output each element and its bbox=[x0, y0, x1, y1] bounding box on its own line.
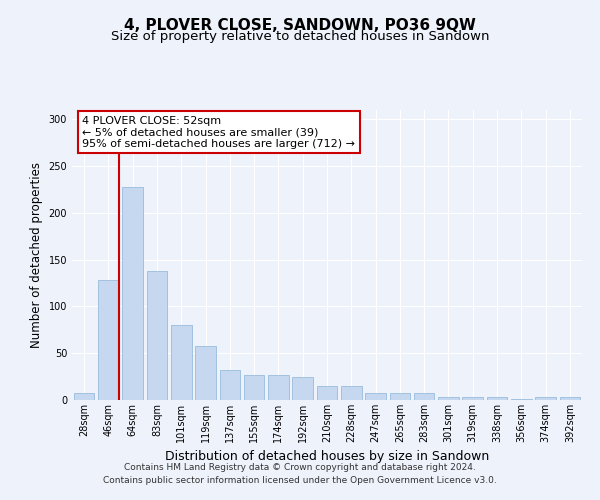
Bar bbox=[268, 374, 289, 400]
Bar bbox=[535, 397, 556, 400]
Text: Contains public sector information licensed under the Open Government Licence v3: Contains public sector information licen… bbox=[103, 476, 497, 485]
Bar bbox=[438, 397, 459, 400]
Bar bbox=[365, 392, 386, 400]
Bar bbox=[463, 397, 483, 400]
Bar bbox=[511, 399, 532, 400]
Text: 4 PLOVER CLOSE: 52sqm
← 5% of detached houses are smaller (39)
95% of semi-detac: 4 PLOVER CLOSE: 52sqm ← 5% of detached h… bbox=[82, 116, 355, 149]
Bar bbox=[317, 386, 337, 400]
Bar bbox=[122, 186, 143, 400]
Bar bbox=[414, 394, 434, 400]
Y-axis label: Number of detached properties: Number of detached properties bbox=[30, 162, 43, 348]
Bar bbox=[560, 397, 580, 400]
Text: Size of property relative to detached houses in Sandown: Size of property relative to detached ho… bbox=[111, 30, 489, 43]
Text: Contains HM Land Registry data © Crown copyright and database right 2024.: Contains HM Land Registry data © Crown c… bbox=[124, 464, 476, 472]
Bar bbox=[244, 374, 265, 400]
Bar bbox=[292, 376, 313, 400]
X-axis label: Distribution of detached houses by size in Sandown: Distribution of detached houses by size … bbox=[165, 450, 489, 464]
Bar bbox=[389, 392, 410, 400]
Bar bbox=[74, 394, 94, 400]
Bar bbox=[98, 280, 119, 400]
Bar bbox=[220, 370, 240, 400]
Bar bbox=[171, 325, 191, 400]
Bar bbox=[146, 271, 167, 400]
Bar bbox=[487, 397, 508, 400]
Bar bbox=[195, 346, 216, 400]
Text: 4, PLOVER CLOSE, SANDOWN, PO36 9QW: 4, PLOVER CLOSE, SANDOWN, PO36 9QW bbox=[124, 18, 476, 32]
Bar bbox=[341, 386, 362, 400]
